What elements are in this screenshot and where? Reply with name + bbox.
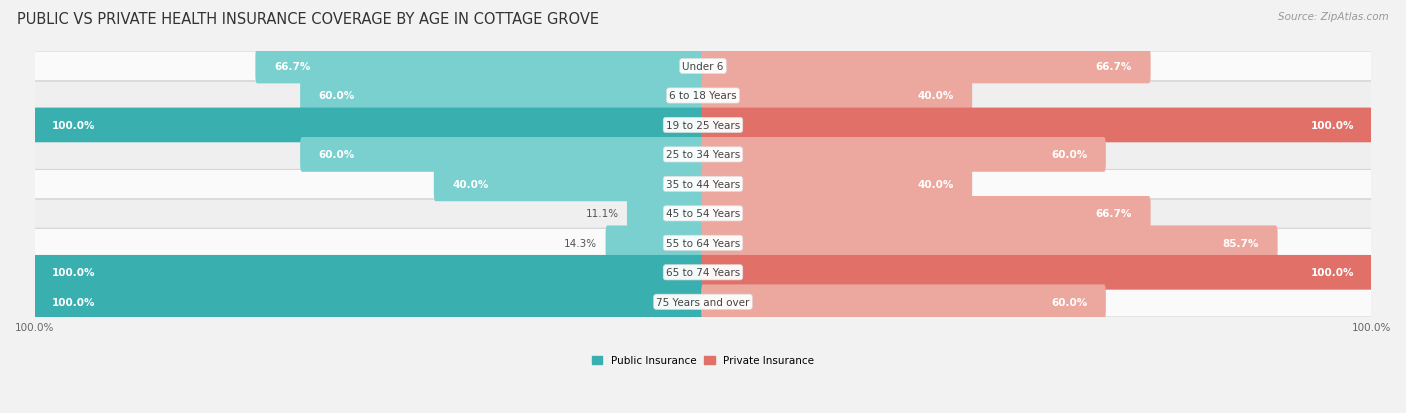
Text: 45 to 54 Years: 45 to 54 Years (666, 209, 740, 219)
Text: 60.0%: 60.0% (319, 91, 354, 101)
Text: 100.0%: 100.0% (1312, 268, 1354, 278)
FancyBboxPatch shape (35, 199, 1371, 228)
FancyBboxPatch shape (434, 167, 704, 202)
Text: 60.0%: 60.0% (319, 150, 354, 160)
FancyBboxPatch shape (702, 108, 1374, 143)
Text: 60.0%: 60.0% (1052, 150, 1087, 160)
FancyBboxPatch shape (702, 197, 1150, 231)
FancyBboxPatch shape (35, 258, 1371, 287)
FancyBboxPatch shape (32, 255, 704, 290)
Text: 100.0%: 100.0% (52, 297, 94, 307)
Text: PUBLIC VS PRIVATE HEALTH INSURANCE COVERAGE BY AGE IN COTTAGE GROVE: PUBLIC VS PRIVATE HEALTH INSURANCE COVER… (17, 12, 599, 27)
FancyBboxPatch shape (299, 79, 704, 114)
Text: 25 to 34 Years: 25 to 34 Years (666, 150, 740, 160)
Text: 11.1%: 11.1% (586, 209, 619, 219)
FancyBboxPatch shape (256, 50, 704, 84)
FancyBboxPatch shape (702, 79, 972, 114)
Text: 40.0%: 40.0% (917, 91, 953, 101)
FancyBboxPatch shape (702, 255, 1374, 290)
Text: 65 to 74 Years: 65 to 74 Years (666, 268, 740, 278)
Legend: Public Insurance, Private Insurance: Public Insurance, Private Insurance (588, 351, 818, 370)
FancyBboxPatch shape (35, 140, 1371, 170)
FancyBboxPatch shape (32, 285, 704, 319)
FancyBboxPatch shape (299, 138, 704, 172)
Text: 19 to 25 Years: 19 to 25 Years (666, 121, 740, 131)
FancyBboxPatch shape (35, 287, 1371, 317)
FancyBboxPatch shape (702, 50, 1150, 84)
FancyBboxPatch shape (702, 226, 1278, 261)
FancyBboxPatch shape (702, 138, 1107, 172)
Text: 55 to 64 Years: 55 to 64 Years (666, 238, 740, 248)
FancyBboxPatch shape (35, 228, 1371, 258)
Text: 100.0%: 100.0% (52, 121, 94, 131)
Text: Source: ZipAtlas.com: Source: ZipAtlas.com (1278, 12, 1389, 22)
Text: 14.3%: 14.3% (564, 238, 598, 248)
FancyBboxPatch shape (35, 81, 1371, 111)
Text: 66.7%: 66.7% (1095, 62, 1132, 72)
FancyBboxPatch shape (627, 197, 704, 231)
Text: 100.0%: 100.0% (52, 268, 94, 278)
FancyBboxPatch shape (702, 285, 1107, 319)
FancyBboxPatch shape (35, 111, 1371, 140)
Text: 85.7%: 85.7% (1223, 238, 1258, 248)
FancyBboxPatch shape (606, 226, 704, 261)
Text: 35 to 44 Years: 35 to 44 Years (666, 180, 740, 190)
FancyBboxPatch shape (35, 52, 1371, 81)
Text: 40.0%: 40.0% (917, 180, 953, 190)
FancyBboxPatch shape (702, 167, 972, 202)
FancyBboxPatch shape (35, 170, 1371, 199)
Text: 66.7%: 66.7% (274, 62, 311, 72)
Text: 66.7%: 66.7% (1095, 209, 1132, 219)
Text: Under 6: Under 6 (682, 62, 724, 72)
Text: 6 to 18 Years: 6 to 18 Years (669, 91, 737, 101)
Text: 40.0%: 40.0% (453, 180, 489, 190)
Text: 100.0%: 100.0% (1312, 121, 1354, 131)
FancyBboxPatch shape (32, 108, 704, 143)
Text: 60.0%: 60.0% (1052, 297, 1087, 307)
Text: 75 Years and over: 75 Years and over (657, 297, 749, 307)
